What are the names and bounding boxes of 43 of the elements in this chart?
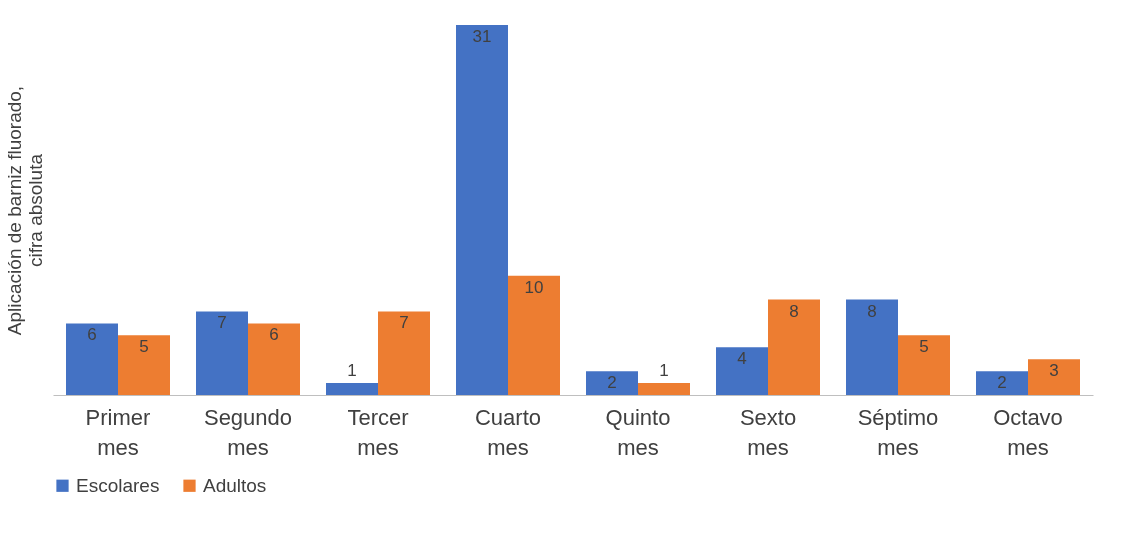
- data-label: 8: [867, 301, 877, 321]
- bar: [1028, 359, 1080, 395]
- data-label: 2: [997, 373, 1007, 393]
- x-tick-label: Tercer mes: [347, 404, 409, 460]
- x-tick-label: Segundo mes: [203, 404, 293, 460]
- bar: [976, 371, 1028, 395]
- legend-label: Escolares: [76, 474, 160, 496]
- bar: [846, 299, 898, 395]
- bar: [768, 299, 820, 395]
- x-tick-label: Quinto mes: [605, 404, 671, 460]
- x-tick-label: Primer mes: [85, 404, 151, 460]
- legend-label: Adultos: [203, 474, 267, 496]
- bar: [586, 371, 638, 395]
- data-label: 6: [87, 325, 97, 345]
- data-label: 1: [347, 361, 357, 381]
- bar: [196, 311, 248, 395]
- data-label: 31: [472, 27, 492, 46]
- bar: [508, 275, 560, 395]
- bar: [118, 335, 170, 395]
- x-tick-label: Sexto mes: [739, 404, 797, 460]
- data-label: 7: [217, 313, 227, 333]
- x-tick-label: Octavo mes: [993, 404, 1063, 460]
- data-label: 3: [1049, 361, 1059, 381]
- bar: [248, 323, 300, 395]
- bar: [716, 347, 768, 395]
- bar: [66, 323, 118, 395]
- x-tick-label: Séptimo mes: [857, 404, 939, 460]
- data-label: 7: [399, 313, 409, 333]
- bar: [638, 383, 690, 395]
- data-label: 10: [524, 277, 544, 297]
- bar: [898, 335, 950, 395]
- data-label: 6: [269, 325, 279, 345]
- bar: [456, 25, 508, 395]
- bar: [378, 311, 430, 395]
- data-label: 4: [737, 349, 747, 369]
- data-label: 8: [789, 301, 799, 321]
- data-label: 5: [919, 337, 929, 357]
- data-label: 2: [607, 373, 617, 393]
- y-axis-title: Aplicación de barniz fluorado, cifra absoluta: [3, 85, 46, 336]
- data-label: 1: [659, 361, 669, 381]
- bar: [326, 383, 378, 395]
- x-tick-label: Cuarto mes: [474, 404, 542, 460]
- data-label: 5: [139, 337, 149, 357]
